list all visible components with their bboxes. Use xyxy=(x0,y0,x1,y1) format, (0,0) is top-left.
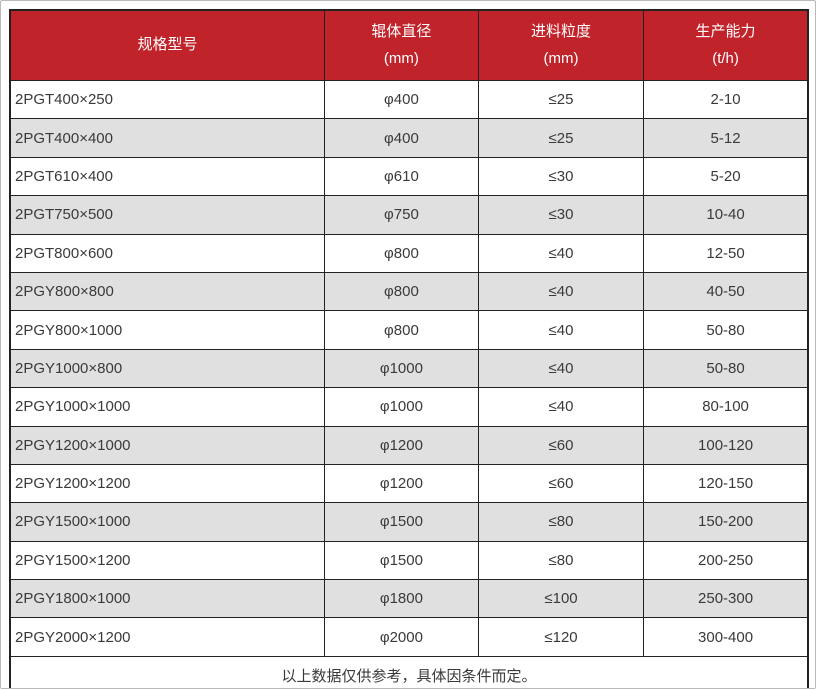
diameter-cell: φ1500 xyxy=(323,540,479,581)
feed-size-cell: ≤40 xyxy=(477,271,645,312)
table-body: 2PGT400×250 φ400 ≤25 2-10 2PGT400×400 φ4… xyxy=(9,79,809,657)
capacity-cell: 80-100 xyxy=(643,387,809,427)
table-row: 2PGT400×250 φ400 ≤25 2-10 xyxy=(9,79,809,120)
table-row: 2PGY1200×1000 φ1200 ≤60 100-120 xyxy=(9,425,809,465)
feed-size-cell: ≤30 xyxy=(477,156,645,197)
header-feed-size-unit: (mm) xyxy=(543,50,579,67)
feed-size-cell: ≤40 xyxy=(477,233,645,273)
feed-size-cell: ≤60 xyxy=(477,463,645,504)
table-row: 2PGY1500×1000 φ1500 ≤80 150-200 xyxy=(9,502,809,542)
diameter-cell: φ1000 xyxy=(323,348,479,389)
capacity-cell: 40-50 xyxy=(643,271,809,312)
diameter-cell: φ1500 xyxy=(323,502,479,542)
capacity-cell: 12-50 xyxy=(643,233,809,273)
model-cell: 2PGT400×400 xyxy=(9,118,325,158)
model-cell: 2PGT750×500 xyxy=(9,195,325,235)
table-row: 2PGT750×500 φ750 ≤30 10-40 xyxy=(9,195,809,235)
model-cell: 2PGY800×1000 xyxy=(9,310,325,350)
header-feed-size-label: 进料粒度 xyxy=(531,22,592,40)
table-footer: 以上数据仅供参考，具体因条件而定。 xyxy=(9,655,809,688)
header-capacity-unit: (t/h) xyxy=(712,50,739,67)
feed-size-cell: ≤40 xyxy=(477,310,645,350)
model-cell: 2PGT610×400 xyxy=(9,156,325,197)
table-row: 2PGY1000×800 φ1000 ≤40 50-80 xyxy=(9,348,809,389)
capacity-cell: 5-20 xyxy=(643,156,809,197)
feed-size-cell: ≤100 xyxy=(477,579,645,619)
feed-size-cell: ≤25 xyxy=(477,118,645,158)
diameter-cell: φ750 xyxy=(323,195,479,235)
feed-size-cell: ≤60 xyxy=(477,425,645,465)
diameter-cell: φ1200 xyxy=(323,463,479,504)
model-cell: 2PGY2000×1200 xyxy=(9,617,325,657)
header-capacity: 生产能力 (t/h) xyxy=(643,9,809,81)
footer-row: 以上数据仅供参考，具体因条件而定。 xyxy=(9,655,809,688)
capacity-cell: 150-200 xyxy=(643,502,809,542)
model-cell: 2PGY1800×1000 xyxy=(9,579,325,619)
diameter-cell: φ400 xyxy=(323,79,479,120)
diameter-cell: φ2000 xyxy=(323,617,479,657)
diameter-cell: φ800 xyxy=(323,271,479,312)
diameter-cell: φ1800 xyxy=(323,579,479,619)
table-row: 2PGY800×800 φ800 ≤40 40-50 xyxy=(9,271,809,312)
model-cell: 2PGY1500×1200 xyxy=(9,540,325,581)
header-capacity-label: 生产能力 xyxy=(695,22,756,40)
feed-size-cell: ≤25 xyxy=(477,79,645,120)
model-cell: 2PGY1000×1000 xyxy=(9,387,325,427)
header-diameter: 辊体直径 (mm) xyxy=(323,9,479,81)
table-row: 2PGT800×600 φ800 ≤40 12-50 xyxy=(9,233,809,273)
diameter-cell: φ400 xyxy=(323,118,479,158)
diameter-cell: φ610 xyxy=(323,156,479,197)
header-row: 规格型号 辊体直径 (mm) 进料粒度 (mm) xyxy=(9,9,809,81)
feed-size-cell: ≤40 xyxy=(477,348,645,389)
model-cell: 2PGY1200×1200 xyxy=(9,463,325,504)
header-feed-size: 进料粒度 (mm) xyxy=(477,9,645,81)
table-header: 规格型号 辊体直径 (mm) 进料粒度 (mm) xyxy=(9,9,809,81)
diameter-cell: φ800 xyxy=(323,310,479,350)
capacity-cell: 10-40 xyxy=(643,195,809,235)
diameter-cell: φ1200 xyxy=(323,425,479,465)
table-row: 2PGY2000×1200 φ2000 ≤120 300-400 xyxy=(9,617,809,657)
header-diameter-unit: (mm) xyxy=(383,50,419,67)
diameter-cell: φ800 xyxy=(323,233,479,273)
feed-size-cell: ≤40 xyxy=(477,387,645,427)
feed-size-cell: ≤80 xyxy=(477,540,645,581)
table-row: 2PGY1200×1200 φ1200 ≤60 120-150 xyxy=(9,463,809,504)
table-row: 2PGY1000×1000 φ1000 ≤40 80-100 xyxy=(9,387,809,427)
capacity-cell: 300-400 xyxy=(643,617,809,657)
capacity-cell: 120-150 xyxy=(643,463,809,504)
model-cell: 2PGT400×250 xyxy=(9,79,325,120)
feed-size-cell: ≤120 xyxy=(477,617,645,657)
header-model: 规格型号 xyxy=(9,9,325,81)
feed-size-cell: ≤30 xyxy=(477,195,645,235)
table-row: 2PGT400×400 φ400 ≤25 5-12 xyxy=(9,118,809,158)
table-row: 2PGY1800×1000 φ1800 ≤100 250-300 xyxy=(9,579,809,619)
model-cell: 2PGY1500×1000 xyxy=(9,502,325,542)
table-row: 2PGY800×1000 φ800 ≤40 50-80 xyxy=(9,310,809,350)
model-cell: 2PGT800×600 xyxy=(9,233,325,273)
header-model-label: 规格型号 xyxy=(137,36,198,54)
capacity-cell: 50-80 xyxy=(643,348,809,389)
diameter-cell: φ1000 xyxy=(323,387,479,427)
header-diameter-label: 辊体直径 xyxy=(371,22,432,40)
capacity-cell: 200-250 xyxy=(643,540,809,581)
footer-note: 以上数据仅供参考，具体因条件而定。 xyxy=(9,655,809,688)
model-cell: 2PGY1000×800 xyxy=(9,348,325,389)
table-row: 2PGY1500×1200 φ1500 ≤80 200-250 xyxy=(9,540,809,581)
capacity-cell: 100-120 xyxy=(643,425,809,465)
capacity-cell: 2-10 xyxy=(643,79,809,120)
feed-size-cell: ≤80 xyxy=(477,502,645,542)
spec-table: 规格型号 辊体直径 (mm) 进料粒度 (mm) xyxy=(9,9,809,688)
model-cell: 2PGY1200×1000 xyxy=(9,425,325,465)
capacity-cell: 50-80 xyxy=(643,310,809,350)
table-row: 2PGT610×400 φ610 ≤30 5-20 xyxy=(9,156,809,197)
model-cell: 2PGY800×800 xyxy=(9,271,325,312)
capacity-cell: 5-12 xyxy=(643,118,809,158)
capacity-cell: 250-300 xyxy=(643,579,809,619)
